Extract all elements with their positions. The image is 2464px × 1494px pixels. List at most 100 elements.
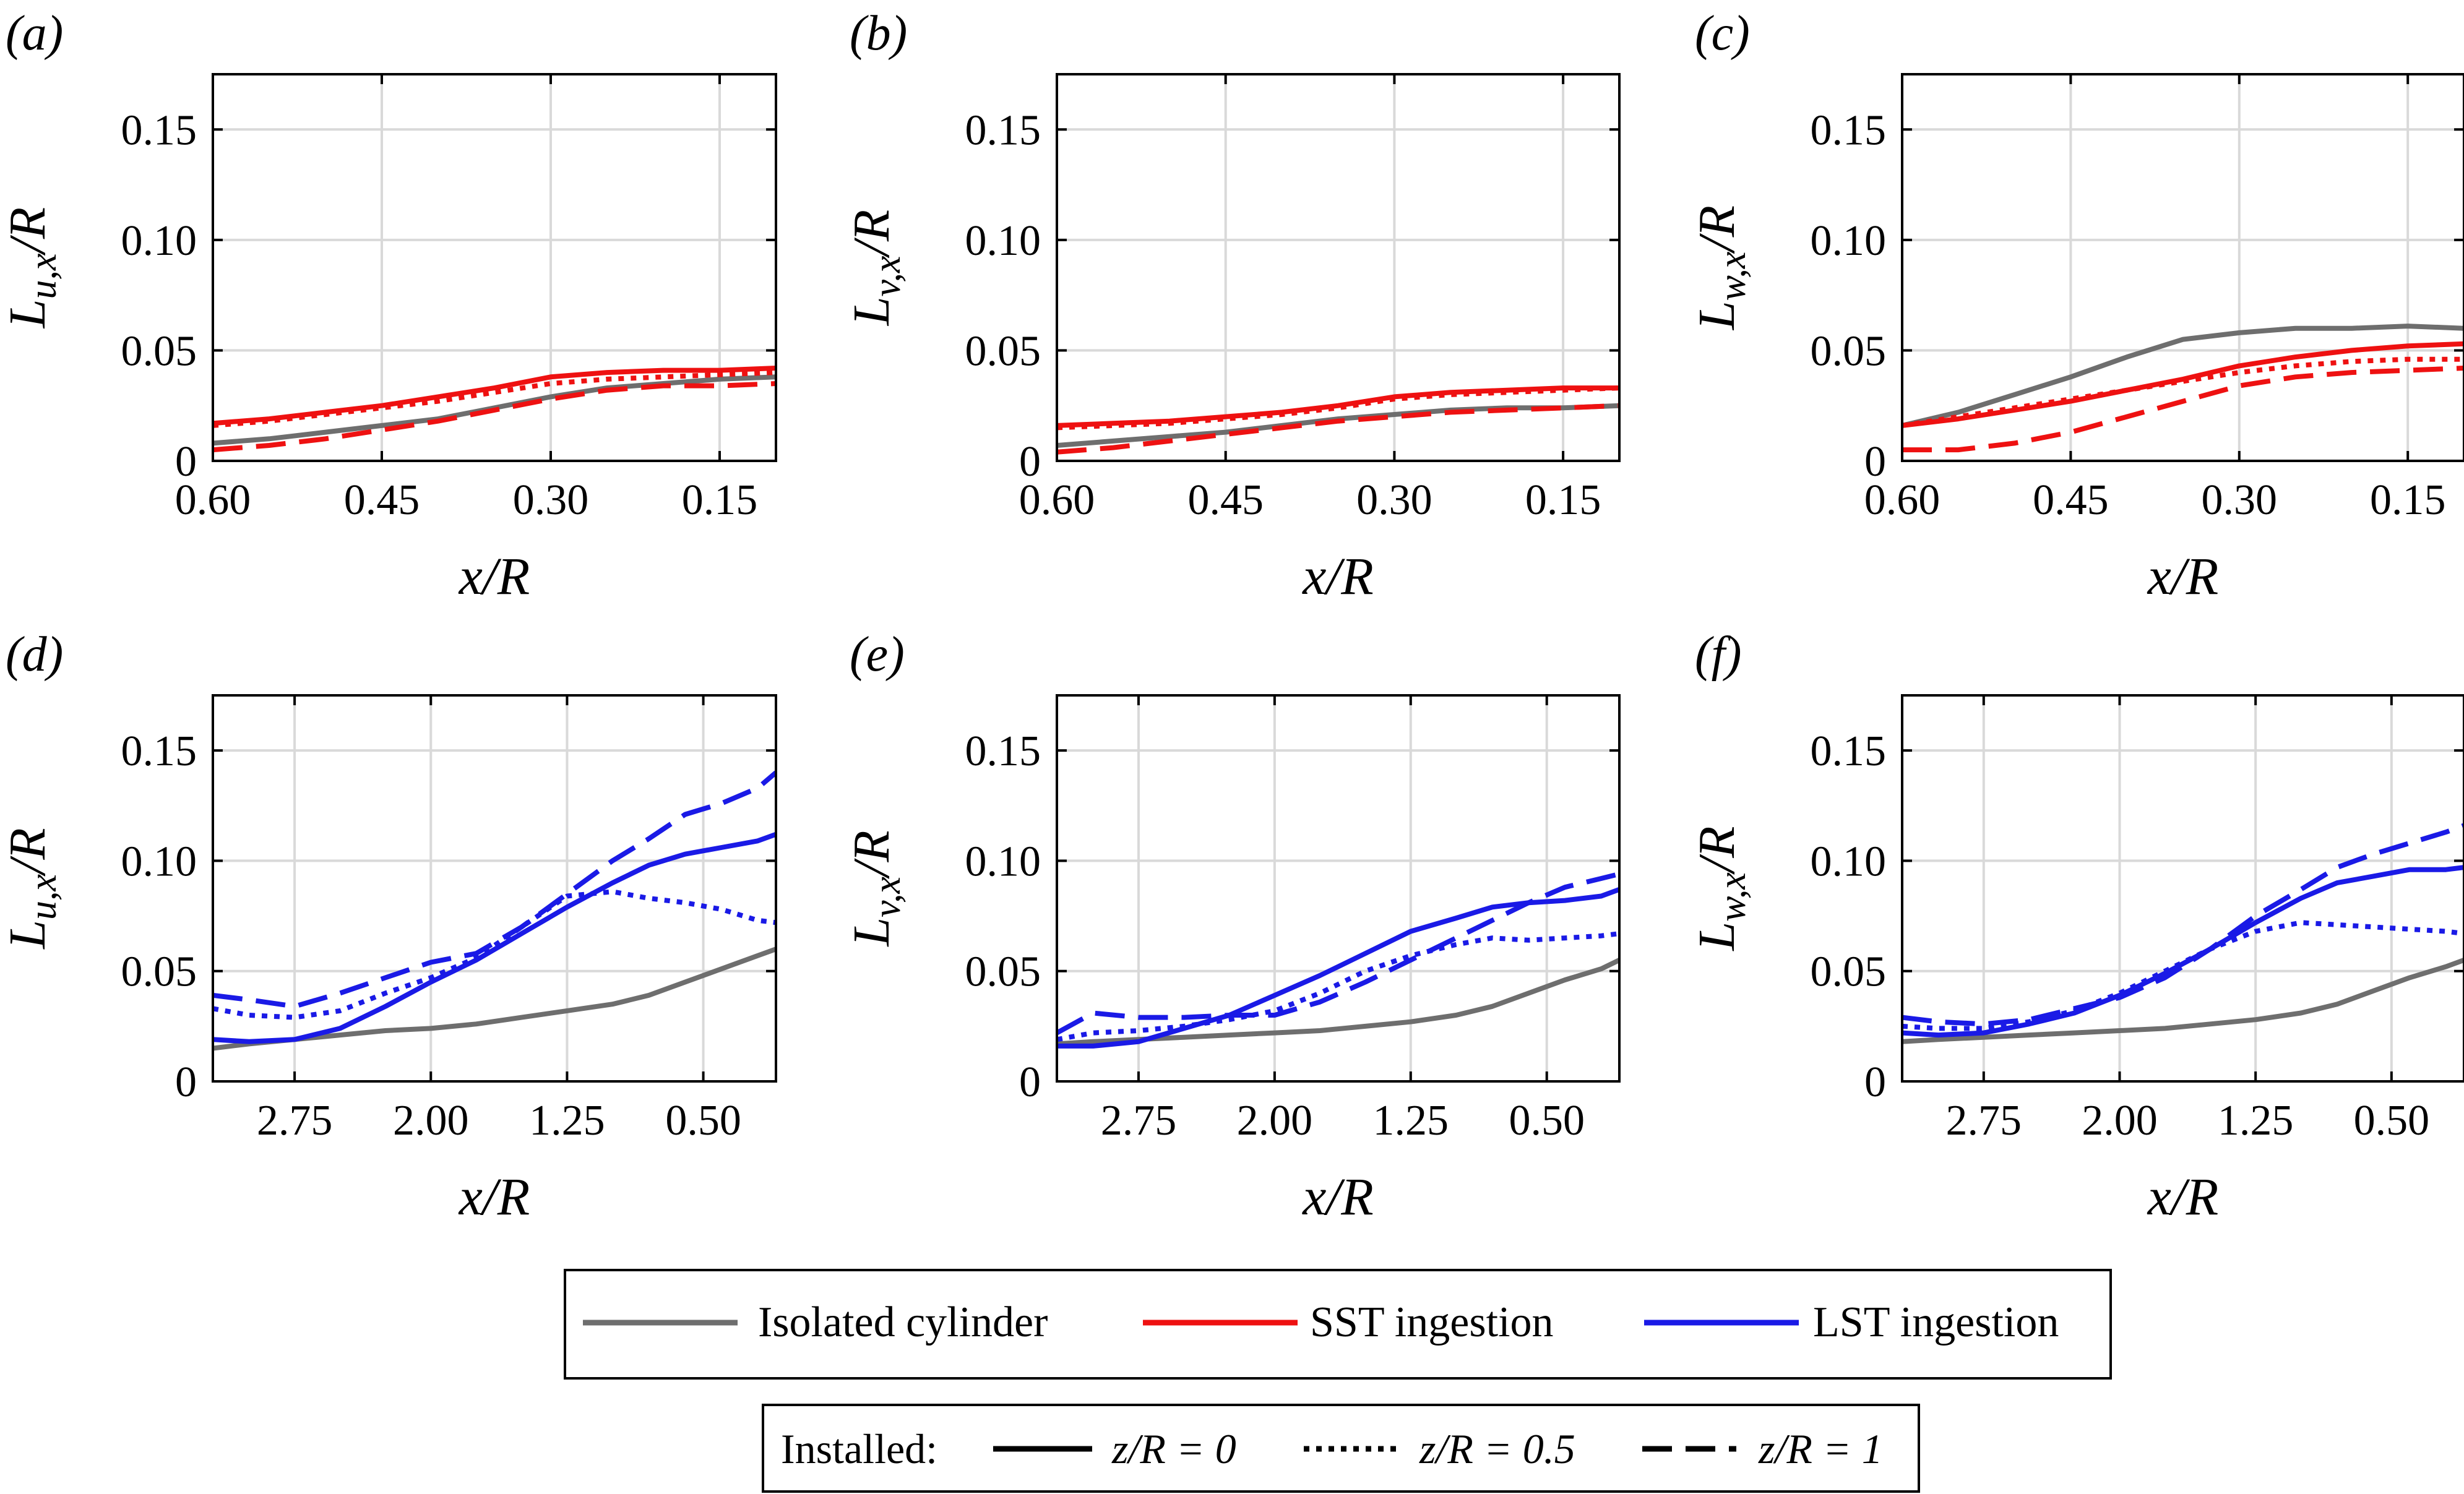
y-tick-label: 0 [1019, 438, 1041, 486]
y-tick-label: 0 [1019, 1058, 1041, 1106]
y-tick-label: 0.05 [1811, 327, 1887, 375]
x-tick-label: 2.00 [2082, 1097, 2158, 1144]
series-line-sst-dotted [1902, 356, 2464, 428]
y-axis-label: Lw,x/R [1688, 205, 1754, 330]
x-tick-label: 1.25 [1373, 1097, 1449, 1144]
x-tick-label: 0.50 [2354, 1097, 2430, 1144]
series-line-sst-solid [1902, 341, 2464, 428]
series-group [1057, 385, 1619, 455]
x-tick-label: 1.25 [2218, 1097, 2294, 1144]
x-tick-label: 0.30 [513, 476, 589, 524]
y-tick-label: 0 [1864, 438, 1886, 486]
y-axis-label: Lu,x/R [0, 207, 64, 328]
y-axis-label: Lw,x/R [1688, 826, 1754, 951]
y-tick-label: 0.05 [965, 327, 1041, 375]
y-tick-label: 0.15 [121, 106, 197, 154]
legend-installed-title: Installed: [781, 1425, 937, 1472]
y-tick-label: 0.15 [1811, 728, 1887, 775]
x-tick-label: 0.60 [1864, 476, 1941, 524]
plot-frame [1901, 73, 2464, 462]
y-tick-label: 0.05 [965, 948, 1041, 996]
series-line-lst-dashed [213, 770, 776, 1009]
y-tick-label: 0.10 [965, 838, 1041, 885]
series-line-isolated-solid [1057, 403, 1619, 448]
x-tick-label: 0.30 [2202, 476, 2278, 524]
panel-label: (b) [850, 6, 907, 61]
series-line-sst-dotted [213, 370, 776, 428]
series-group [213, 366, 776, 453]
legend-styles: Installed: z/R = 0 z/R = 0.5 z/R = 1 [762, 1404, 1920, 1493]
series-line-isolated-solid [213, 947, 776, 1051]
y-tick-label: 0.15 [1811, 106, 1887, 154]
series-line-sst-solid [213, 366, 776, 426]
panel-label: (f) [1695, 627, 1742, 682]
series-line-lst-dashed [1057, 871, 1619, 1036]
x-tick-label: 0.45 [1187, 476, 1264, 524]
plot-frame [1056, 694, 1621, 1083]
legend-groups-frame [564, 1269, 2112, 1380]
x-axis-label: x/R [458, 1167, 530, 1226]
y-axis-label: Lv,x/R [843, 210, 908, 326]
x-tick-label: 0.45 [344, 476, 420, 524]
panel-f: 2.75 2.00 1.25 0.50 0 0.05 0.10 0.15 x/R Lw,x/R (f… [1688, 627, 2464, 1226]
series-line-lst-dotted [1057, 931, 1619, 1042]
x-tick-label: 2.75 [257, 1097, 333, 1144]
y-tick-label: 0.15 [965, 106, 1041, 154]
series-line-lst-solid [1057, 887, 1619, 1049]
series-group [1902, 823, 2464, 1044]
legend-style-dotted-label: z/R = 0.5 [1419, 1425, 1575, 1472]
legend-style-dashed-label: z/R = 1 [1758, 1425, 1883, 1472]
x-axis-label: x/R [458, 546, 530, 606]
y-axis-label: Lu,x/R [0, 828, 64, 949]
x-tick-label: 1.25 [529, 1097, 605, 1144]
series-line-lst-solid [1902, 865, 2464, 1038]
y-tick-label: 0.10 [1811, 838, 1887, 885]
series-line-lst-dotted [213, 889, 776, 1020]
series-group [213, 770, 776, 1051]
plot-frame [212, 73, 777, 462]
x-tick-label: 2.75 [1946, 1097, 2022, 1144]
y-tick-label: 0.15 [121, 728, 197, 775]
series-line-isolated-solid [1057, 958, 1619, 1047]
y-tick-label: 0 [175, 1058, 197, 1106]
legend-label-sst: SST ingestion [1310, 1299, 1554, 1346]
legend-label-isolated: Isolated cylinder [758, 1299, 1048, 1346]
series-line-sst-dashed [1902, 366, 2464, 453]
x-tick-label: 0.60 [1019, 476, 1095, 524]
series-line-sst-dotted [1057, 385, 1619, 431]
x-tick-label: 0.30 [1356, 476, 1432, 524]
y-tick-label: 0.10 [121, 838, 197, 885]
panel-e: 2.75 2.00 1.25 0.50 0 0.05 0.10 0.15 x/R Lv,x/R (e… [843, 627, 1621, 1226]
panel-a: 0.60 0.45 0.30 0.15 0 0.05 0.10 0.15 x/R Lu,x/R (a… [0, 6, 777, 606]
panel-label: (d) [6, 627, 63, 682]
x-axis-label: x/R [1301, 1167, 1374, 1226]
x-axis-label: x/R [2147, 1167, 2219, 1226]
y-tick-label: 0.10 [1811, 217, 1887, 265]
x-tick-label: 0.15 [1525, 476, 1601, 524]
series-line-lst-dashed [1902, 823, 2464, 1027]
y-tick-label: 0.10 [965, 217, 1041, 265]
x-axis-label: x/R [1301, 546, 1374, 606]
x-tick-label: 0.45 [2033, 476, 2109, 524]
y-tick-label: 0.10 [121, 217, 197, 265]
series-line-sst-dashed [1057, 403, 1619, 455]
legend-label-lst: LST ingestion [1813, 1299, 2059, 1346]
plot-frame [1056, 73, 1621, 462]
panel-c: 0.60 0.45 0.30 0.15 0 0.05 0.10 0.15 x/R Lw,x/R (c… [1688, 6, 2464, 606]
y-tick-label: 0.15 [965, 728, 1041, 775]
plot-frame [1901, 694, 2464, 1083]
y-tick-label: 0.05 [1811, 948, 1887, 996]
series-group [1057, 871, 1619, 1049]
series-line-lst-solid [213, 831, 776, 1044]
legend-style-solid-label: z/R = 0 [1111, 1425, 1236, 1472]
series-group [1902, 324, 2464, 453]
series-line-sst-dashed [213, 381, 776, 453]
panel-label: (e) [850, 627, 905, 682]
x-tick-label: 2.00 [393, 1097, 469, 1144]
plot-frame [212, 694, 777, 1083]
x-tick-label: 0.15 [682, 476, 758, 524]
x-axis-label: x/R [2147, 546, 2219, 606]
y-tick-label: 0 [175, 438, 197, 486]
panel-b: 0.60 0.45 0.30 0.15 0 0.05 0.10 0.15 x/R Lv,x/R (b… [843, 6, 1621, 606]
